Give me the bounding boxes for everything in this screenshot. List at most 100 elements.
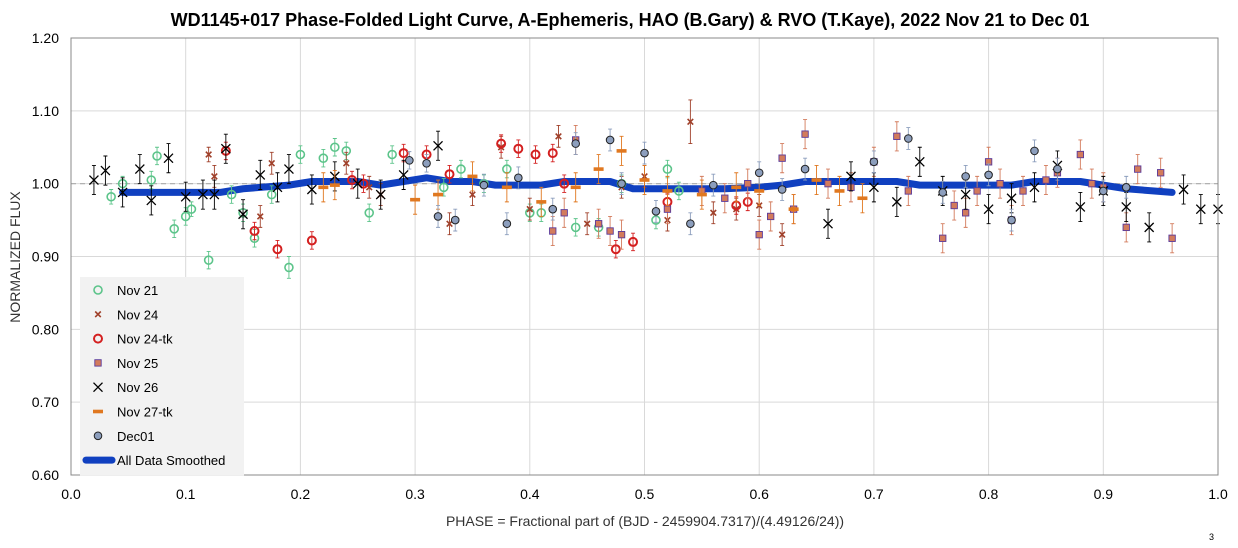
data-point bbox=[169, 224, 180, 234]
data-point bbox=[1122, 223, 1130, 232]
data-point bbox=[163, 153, 174, 164]
data-point bbox=[617, 179, 626, 188]
data-point bbox=[801, 130, 809, 138]
series-nov-24 bbox=[205, 99, 786, 247]
data-point bbox=[1019, 187, 1027, 195]
data-point bbox=[205, 151, 213, 158]
data-point bbox=[209, 189, 220, 200]
error-bar bbox=[447, 165, 452, 184]
data-point bbox=[950, 201, 958, 210]
error-bar bbox=[562, 174, 567, 193]
data-point bbox=[549, 227, 557, 235]
legend-label: Dec01 bbox=[117, 429, 155, 444]
data-point bbox=[1006, 193, 1017, 204]
data-point bbox=[1099, 186, 1108, 196]
data-point bbox=[640, 148, 649, 158]
data-point bbox=[106, 191, 116, 202]
y-tick-label: 1.10 bbox=[32, 103, 59, 119]
x-tick-label: 0.6 bbox=[749, 486, 769, 502]
data-point bbox=[904, 187, 912, 195]
data-point bbox=[226, 189, 237, 200]
data-points-group bbox=[88, 99, 1223, 279]
error-bar bbox=[109, 189, 114, 205]
plot-frame bbox=[70, 37, 1219, 476]
error-bar bbox=[321, 148, 326, 168]
error-bar bbox=[206, 250, 211, 270]
y-tick-label: 0.80 bbox=[32, 321, 59, 337]
data-point bbox=[146, 195, 157, 206]
data-point bbox=[398, 169, 409, 180]
data-point bbox=[960, 189, 971, 200]
x-tick-label: 0.7 bbox=[864, 486, 884, 502]
error-bar bbox=[390, 145, 395, 164]
data-point bbox=[1121, 183, 1131, 192]
legend-label: All Data Smoothed bbox=[117, 453, 225, 468]
data-point bbox=[593, 167, 604, 171]
data-point bbox=[146, 175, 157, 185]
data-point bbox=[709, 180, 718, 190]
y-axis-label: NORMALIZED FLUX bbox=[7, 191, 23, 323]
legend-swatch bbox=[93, 409, 103, 414]
error-bar bbox=[458, 159, 463, 179]
data-point bbox=[306, 184, 317, 195]
data-point bbox=[914, 156, 925, 167]
data-point bbox=[347, 175, 358, 186]
data-point bbox=[778, 231, 786, 239]
x-tick-label: 0.5 bbox=[635, 486, 655, 502]
data-point bbox=[197, 189, 208, 200]
data-point bbox=[266, 189, 277, 200]
data-point bbox=[249, 226, 260, 237]
x-axis-label: PHASE = Fractional part of (BJD - 245990… bbox=[446, 513, 844, 529]
x-tick-label: 0.0 bbox=[61, 486, 81, 502]
data-point bbox=[284, 262, 294, 273]
legend-swatch bbox=[93, 285, 103, 295]
data-point bbox=[583, 220, 591, 228]
data-point bbox=[891, 196, 902, 207]
chart-title: WD1145+017 Phase-Folded Light Curve, A-E… bbox=[171, 10, 1090, 30]
data-point bbox=[268, 159, 276, 167]
data-point bbox=[731, 185, 742, 190]
data-point bbox=[555, 132, 562, 140]
error-bar bbox=[350, 170, 355, 190]
data-point bbox=[548, 204, 558, 214]
error-bar bbox=[172, 219, 177, 239]
data-point bbox=[857, 196, 868, 201]
data-point bbox=[628, 236, 639, 247]
data-point bbox=[570, 185, 581, 190]
data-point bbox=[496, 138, 507, 149]
data-point bbox=[536, 200, 547, 204]
data-point bbox=[570, 222, 581, 233]
y-tick-label: 0.70 bbox=[32, 394, 59, 410]
data-point bbox=[387, 149, 397, 160]
data-point bbox=[755, 230, 763, 239]
data-point bbox=[283, 164, 294, 175]
series-nov-26 bbox=[88, 130, 1223, 243]
data-point bbox=[88, 175, 99, 185]
legend-swatch bbox=[93, 382, 103, 393]
data-point bbox=[211, 173, 218, 180]
legend-label: Nov 24-tk bbox=[117, 332, 173, 347]
data-point bbox=[962, 209, 970, 217]
data-point bbox=[709, 209, 717, 217]
legend-label: Nov 24 bbox=[117, 307, 158, 322]
data-point bbox=[594, 220, 603, 228]
legend-label: Nov 26 bbox=[117, 380, 158, 395]
data-point bbox=[938, 188, 948, 197]
error-bar bbox=[631, 232, 636, 252]
data-point bbox=[433, 140, 443, 151]
data-point bbox=[687, 118, 694, 126]
data-point bbox=[256, 213, 264, 220]
data-point bbox=[754, 168, 764, 178]
data-point bbox=[514, 173, 523, 183]
error-bar bbox=[367, 203, 372, 222]
error-bar bbox=[516, 139, 521, 158]
data-point bbox=[1075, 202, 1086, 212]
data-point bbox=[571, 139, 580, 148]
x-tick-label: 0.9 bbox=[1094, 486, 1114, 502]
data-point bbox=[501, 185, 512, 190]
data-point bbox=[433, 212, 443, 221]
error-bar bbox=[286, 256, 291, 279]
data-point bbox=[1168, 234, 1176, 242]
y-tick-label: 0.60 bbox=[32, 467, 59, 483]
